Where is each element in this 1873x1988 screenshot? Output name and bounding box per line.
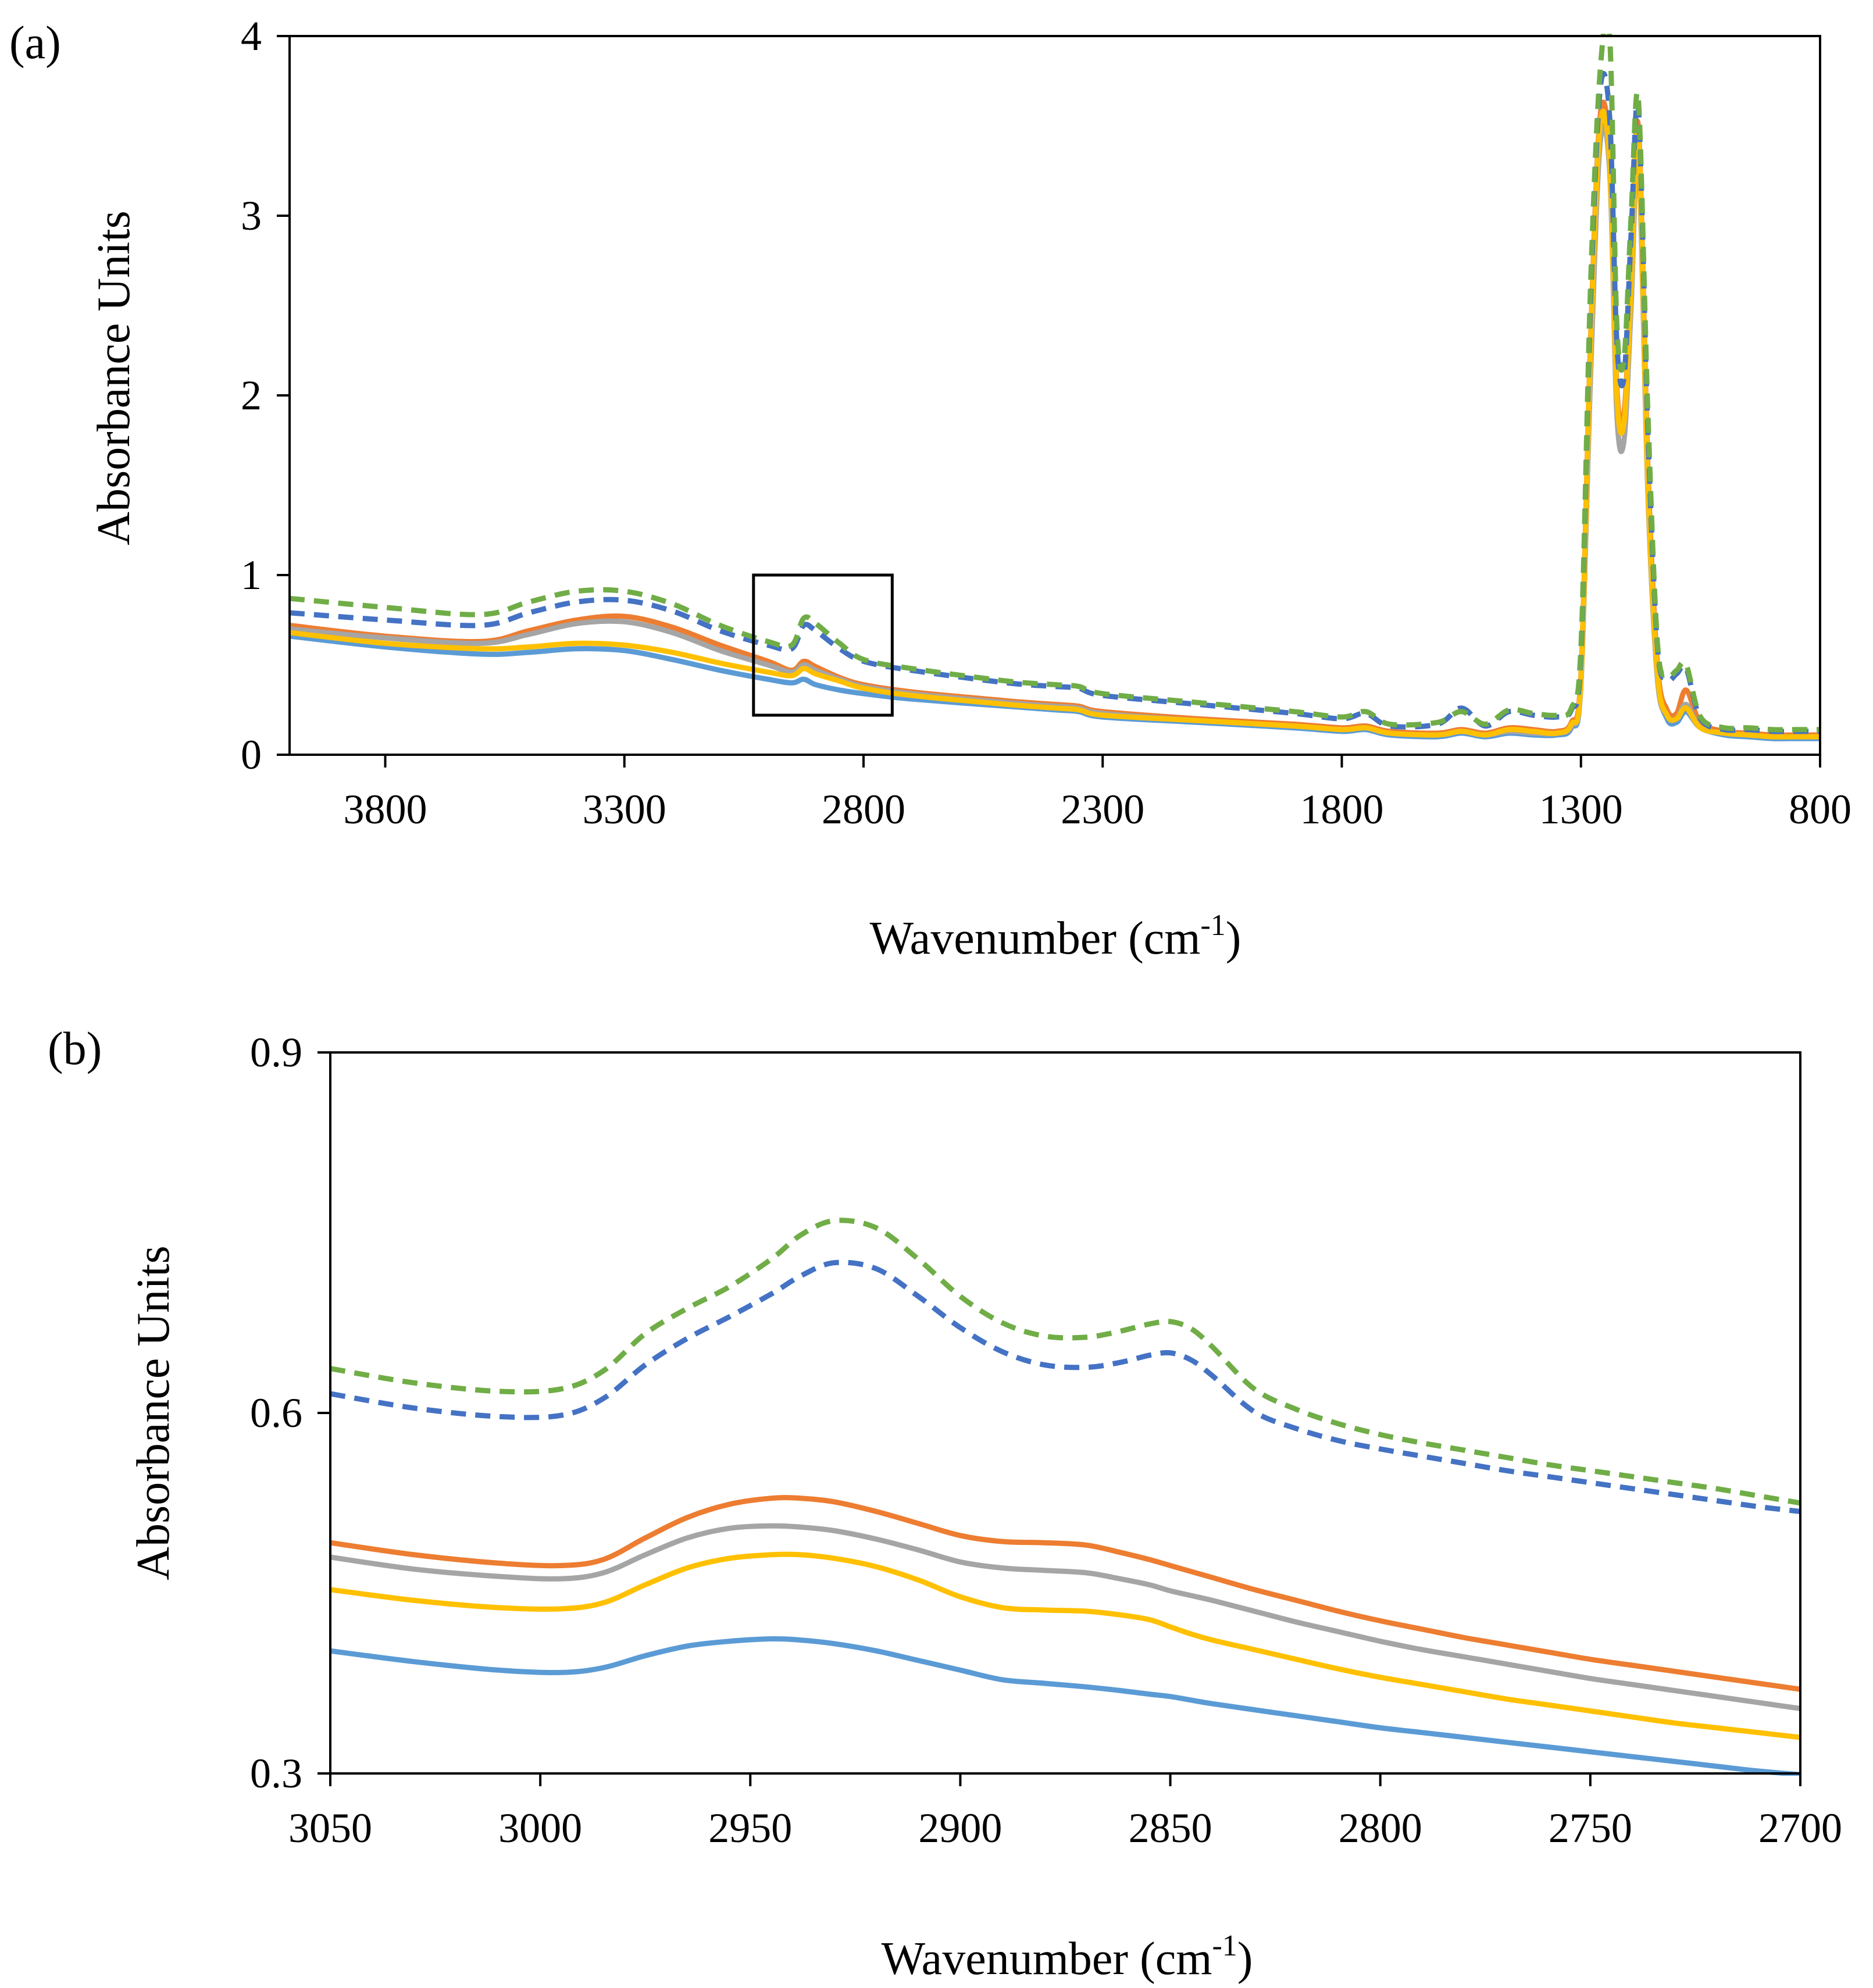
panel-a-x-axis-title: Wavenumber (cm-1) bbox=[870, 909, 1241, 964]
panel-b-x-axis-title: Wavenumber (cm-1) bbox=[882, 1929, 1253, 1985]
panel-b-x-tick-label: 2800 bbox=[1339, 1805, 1422, 1851]
panel-a-x-tick-label: 3300 bbox=[583, 786, 666, 833]
panel-b-series-line-5 bbox=[330, 1259, 1800, 1514]
panel-a-x-axis-title-sup: -1 bbox=[1200, 909, 1225, 942]
panel-b-y-tick-label: 0.9 bbox=[250, 1029, 302, 1076]
panel-b-series-line-6 bbox=[330, 1218, 1800, 1506]
panel-a-x-tick-label: 3800 bbox=[344, 786, 427, 833]
panel-a-label: (a) bbox=[9, 17, 61, 69]
panel-b-series-line-1 bbox=[330, 1636, 1800, 1776]
panel-b-x-tick-label: 2700 bbox=[1758, 1805, 1842, 1851]
panel-a-y-tick-label: 2 bbox=[241, 372, 262, 419]
panel-a-y-tick-label: 0 bbox=[241, 731, 262, 778]
panel-b-y-tick-label: 0.6 bbox=[250, 1390, 302, 1436]
panel-b-x-tick-label: 3000 bbox=[498, 1805, 582, 1851]
panel-a-x-axis-title-main: Wavenumber (cm bbox=[870, 913, 1201, 964]
panel-b-series-line-3 bbox=[330, 1523, 1800, 1711]
panel-a-x-tick-label: 2800 bbox=[822, 786, 905, 833]
panel-a-y-axis-title: Absorbance Units bbox=[88, 210, 140, 545]
panel-b-series-group bbox=[330, 1218, 1800, 1776]
panel-a-series-line-6 bbox=[290, 34, 1820, 733]
panel-b-label: (b) bbox=[48, 1023, 102, 1075]
panel-a-x-tick-label: 2300 bbox=[1061, 786, 1144, 833]
panel-a-chart: (a) 3800 3300 2800 2300 1800 1300 800 0 1 2 3 4 Abs… bbox=[9, 13, 1851, 964]
panel-b-chart: (b) 3050 3000 2950 2900 2850 2800 2750 2700 0.3 0… bbox=[48, 1023, 1842, 1985]
panel-b-y-tick-label: 0.3 bbox=[250, 1750, 302, 1797]
panel-a-axes: 3800 3300 2800 2300 1800 1300 800 0 1 2 3 4 bbox=[241, 13, 1851, 833]
panel-b-x-tick-label: 2900 bbox=[918, 1805, 1002, 1851]
panel-a-zoom-box bbox=[752, 573, 894, 717]
panel-a-series-group bbox=[290, 34, 1820, 741]
panel-b-y-axis-title: Absorbance Units bbox=[128, 1245, 179, 1580]
panel-a-x-axis-title-close: ) bbox=[1226, 913, 1241, 964]
panel-b-x-axis-title-close: ) bbox=[1237, 1933, 1253, 1985]
panel-b-series-line-2 bbox=[330, 1495, 1800, 1692]
panel-b-x-tick-label: 2850 bbox=[1129, 1805, 1212, 1851]
panel-b-x-tick-label: 2950 bbox=[708, 1805, 792, 1851]
panel-b-axes: 3050 3000 2950 2900 2850 2800 2750 2700 0.3 0.6 0.… bbox=[250, 1029, 1842, 1851]
panel-a-y-tick-label: 4 bbox=[241, 13, 262, 59]
panel-a-series-line-4 bbox=[290, 109, 1820, 740]
panel-b-plot-frame bbox=[329, 1051, 1801, 1775]
panel-a-x-tick-label: 800 bbox=[1789, 786, 1851, 833]
panel-b-x-tick-label: 2750 bbox=[1549, 1805, 1632, 1851]
panel-a-y-tick-label: 3 bbox=[241, 192, 262, 239]
panel-a-y-tick-label: 1 bbox=[241, 552, 262, 598]
panel-b-x-tick-label: 3050 bbox=[288, 1805, 372, 1851]
panel-b-x-axis-title-main: Wavenumber (cm bbox=[882, 1933, 1212, 1985]
panel-b-series-line-4 bbox=[330, 1551, 1800, 1740]
panel-b-x-axis-title-sup: -1 bbox=[1212, 1929, 1237, 1962]
panel-a-x-tick-label: 1800 bbox=[1300, 786, 1384, 833]
panel-a-x-tick-label: 1300 bbox=[1539, 786, 1623, 833]
